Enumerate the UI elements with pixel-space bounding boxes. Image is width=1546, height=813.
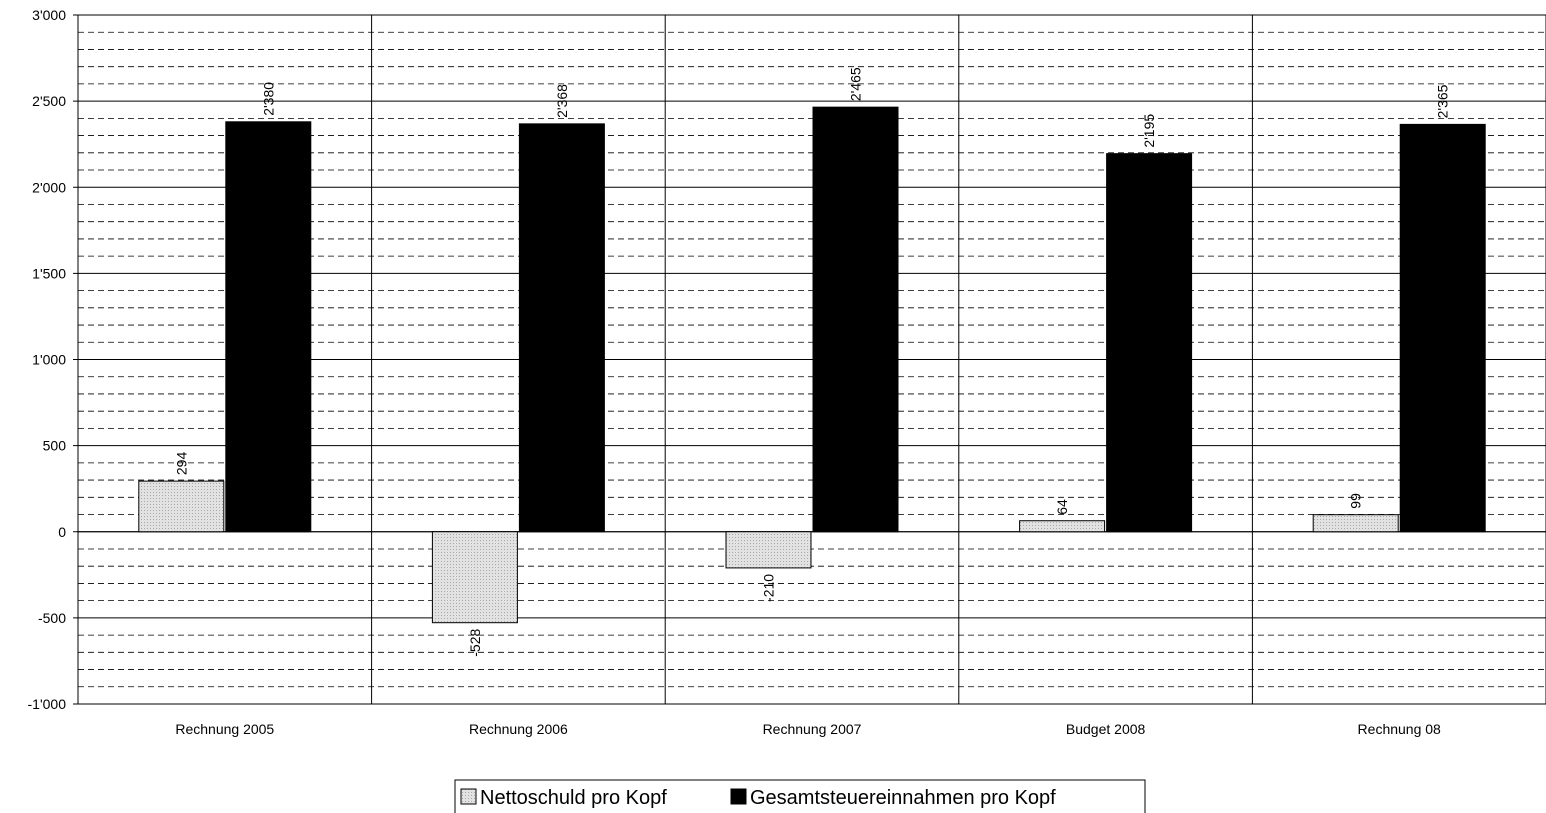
y-tick-label: -500 — [38, 610, 66, 626]
bar-gesamtsteuer — [812, 106, 899, 533]
category-label: Rechnung 2006 — [469, 721, 568, 737]
data-label-gesamtsteuer: 2'465 — [848, 67, 864, 101]
y-tick-label: 500 — [43, 438, 67, 454]
bars — [138, 106, 1486, 624]
bar-gesamtsteuer — [1399, 123, 1486, 533]
data-label-nettoschuld: 294 — [173, 452, 189, 476]
category-label: Rechnung 08 — [1358, 721, 1442, 737]
data-label-nettoschuld: -528 — [467, 628, 483, 656]
y-tick-label: 1'500 — [32, 265, 66, 281]
category-label: Rechnung 2005 — [175, 721, 274, 737]
bar-nettoschuld — [138, 480, 225, 533]
category-label: Rechnung 2007 — [763, 721, 862, 737]
data-label-gesamtsteuer: 2'380 — [260, 82, 276, 116]
y-tick-label: 2'000 — [32, 179, 66, 195]
y-tick-label: 0 — [58, 524, 66, 540]
y-tick-label: 3'000 — [32, 7, 66, 23]
bar-nettoschuld — [1312, 514, 1399, 533]
y-tick-label: 2'500 — [32, 93, 66, 109]
data-label-nettoschuld: 99 — [1348, 493, 1364, 509]
data-label-gesamtsteuer: 2'365 — [1435, 84, 1451, 118]
legend-frame — [454, 779, 1146, 813]
legend-label-gesamtsteuer: Gesamtsteuereinnahmen pro Kopf — [750, 787, 1056, 809]
data-label-gesamtsteuer: 2'368 — [554, 84, 570, 118]
bar-nettoschuld — [1019, 520, 1106, 533]
bar-gesamtsteuer — [518, 123, 605, 533]
y-axis: 3'000 2'500 2'000 1'500 1'000 500 0 -500 -1'000 — [28, 7, 1546, 712]
bar-nettoschuld — [431, 531, 518, 624]
legend-label-nettoschuld: Nettoschuld pro Kopf — [480, 787, 667, 809]
legend-swatch-nettoschuld — [460, 788, 477, 805]
data-labels: 294 2'380 -528 2'368 -210 2'465 64 2'195 99 2'365 — [173, 67, 1450, 657]
bar-nettoschuld — [725, 531, 812, 569]
data-label-gesamtsteuer: 2'195 — [1141, 114, 1157, 148]
data-label-nettoschuld: -210 — [761, 574, 777, 602]
y-tick-label: 1'000 — [32, 352, 66, 368]
legend: Nettoschuld pro Kopf Gesamtsteuereinnahm… — [454, 779, 1146, 813]
data-label-nettoschuld: 64 — [1054, 499, 1070, 515]
y-tick-label: -1'000 — [28, 696, 67, 712]
bar-gesamtsteuer — [225, 121, 312, 533]
bar-gesamtsteuer — [1106, 153, 1193, 533]
x-axis-categories: Rechnung 2005 Rechnung 2006 Rechnung 2007 B… — [175, 721, 1441, 737]
category-label: Budget 2008 — [1066, 721, 1146, 737]
legend-swatch-gesamtsteuer — [730, 788, 747, 805]
